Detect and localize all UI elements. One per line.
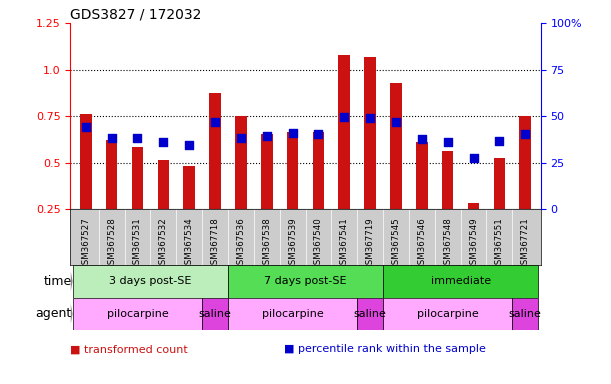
Text: GSM367527: GSM367527 xyxy=(81,218,90,270)
Point xyxy=(133,134,142,141)
Point xyxy=(158,139,168,145)
Bar xyxy=(158,160,169,209)
Point xyxy=(81,124,90,131)
Bar xyxy=(357,298,383,330)
Point xyxy=(236,134,246,141)
Text: ■ transformed count: ■ transformed count xyxy=(70,344,188,354)
Bar xyxy=(80,114,92,209)
Text: saline: saline xyxy=(354,309,387,319)
Text: pilocarpine: pilocarpine xyxy=(417,309,478,319)
Text: GSM367534: GSM367534 xyxy=(185,218,194,270)
Text: GSM367536: GSM367536 xyxy=(236,218,246,270)
Polygon shape xyxy=(71,271,73,291)
Text: agent: agent xyxy=(35,308,71,320)
Bar xyxy=(131,147,144,209)
Text: saline: saline xyxy=(199,309,232,319)
Point xyxy=(288,130,298,136)
Bar xyxy=(287,132,298,209)
Bar xyxy=(338,55,350,209)
Text: saline: saline xyxy=(509,309,542,319)
Text: GSM367719: GSM367719 xyxy=(365,218,375,270)
Point xyxy=(443,139,453,145)
Text: pilocarpine: pilocarpine xyxy=(106,309,169,319)
Text: GSM367545: GSM367545 xyxy=(392,218,400,270)
Bar xyxy=(383,265,538,298)
Point xyxy=(391,119,401,125)
Text: GSM367531: GSM367531 xyxy=(133,218,142,270)
Point xyxy=(107,134,117,141)
Text: pilocarpine: pilocarpine xyxy=(262,309,323,319)
Bar xyxy=(467,203,480,209)
Text: GSM367540: GSM367540 xyxy=(314,218,323,270)
Point xyxy=(417,136,426,142)
Point xyxy=(313,131,323,137)
Point xyxy=(521,131,530,137)
Bar xyxy=(383,298,512,330)
Text: GSM367539: GSM367539 xyxy=(288,218,297,270)
Bar xyxy=(228,298,357,330)
Polygon shape xyxy=(71,304,73,324)
Bar xyxy=(209,93,221,209)
Text: GSM367721: GSM367721 xyxy=(521,218,530,270)
Text: GSM367528: GSM367528 xyxy=(107,218,116,270)
Bar xyxy=(235,116,247,209)
Bar xyxy=(261,134,273,209)
Bar xyxy=(442,151,453,209)
Bar xyxy=(106,141,117,209)
Point xyxy=(494,138,504,144)
Text: 7 days post-SE: 7 days post-SE xyxy=(264,276,347,286)
Point xyxy=(262,132,272,139)
Point xyxy=(469,155,478,161)
Point xyxy=(185,142,194,148)
Bar xyxy=(183,166,195,209)
Bar xyxy=(519,116,531,209)
Bar xyxy=(313,132,324,209)
Bar xyxy=(494,158,505,209)
Point xyxy=(210,119,220,125)
Bar xyxy=(416,142,428,209)
Text: time: time xyxy=(43,275,71,288)
Text: ■ percentile rank within the sample: ■ percentile rank within the sample xyxy=(284,344,486,354)
Text: GSM367551: GSM367551 xyxy=(495,218,504,270)
Point xyxy=(339,114,349,120)
Bar xyxy=(364,56,376,209)
Text: GSM367541: GSM367541 xyxy=(340,218,349,270)
Text: immediate: immediate xyxy=(431,276,491,286)
Bar xyxy=(73,265,228,298)
Point xyxy=(365,115,375,121)
Bar xyxy=(73,298,202,330)
Text: GSM367546: GSM367546 xyxy=(417,218,426,270)
Text: GSM367538: GSM367538 xyxy=(262,218,271,270)
Bar xyxy=(228,265,383,298)
Bar xyxy=(202,298,228,330)
Text: GSM367532: GSM367532 xyxy=(159,218,168,270)
Text: GSM367718: GSM367718 xyxy=(211,218,219,270)
Text: GDS3827 / 172032: GDS3827 / 172032 xyxy=(70,8,202,22)
Text: GSM367548: GSM367548 xyxy=(443,218,452,270)
Text: GSM367549: GSM367549 xyxy=(469,218,478,270)
Bar xyxy=(390,83,402,209)
Bar xyxy=(512,298,538,330)
Text: 3 days post-SE: 3 days post-SE xyxy=(109,276,192,286)
